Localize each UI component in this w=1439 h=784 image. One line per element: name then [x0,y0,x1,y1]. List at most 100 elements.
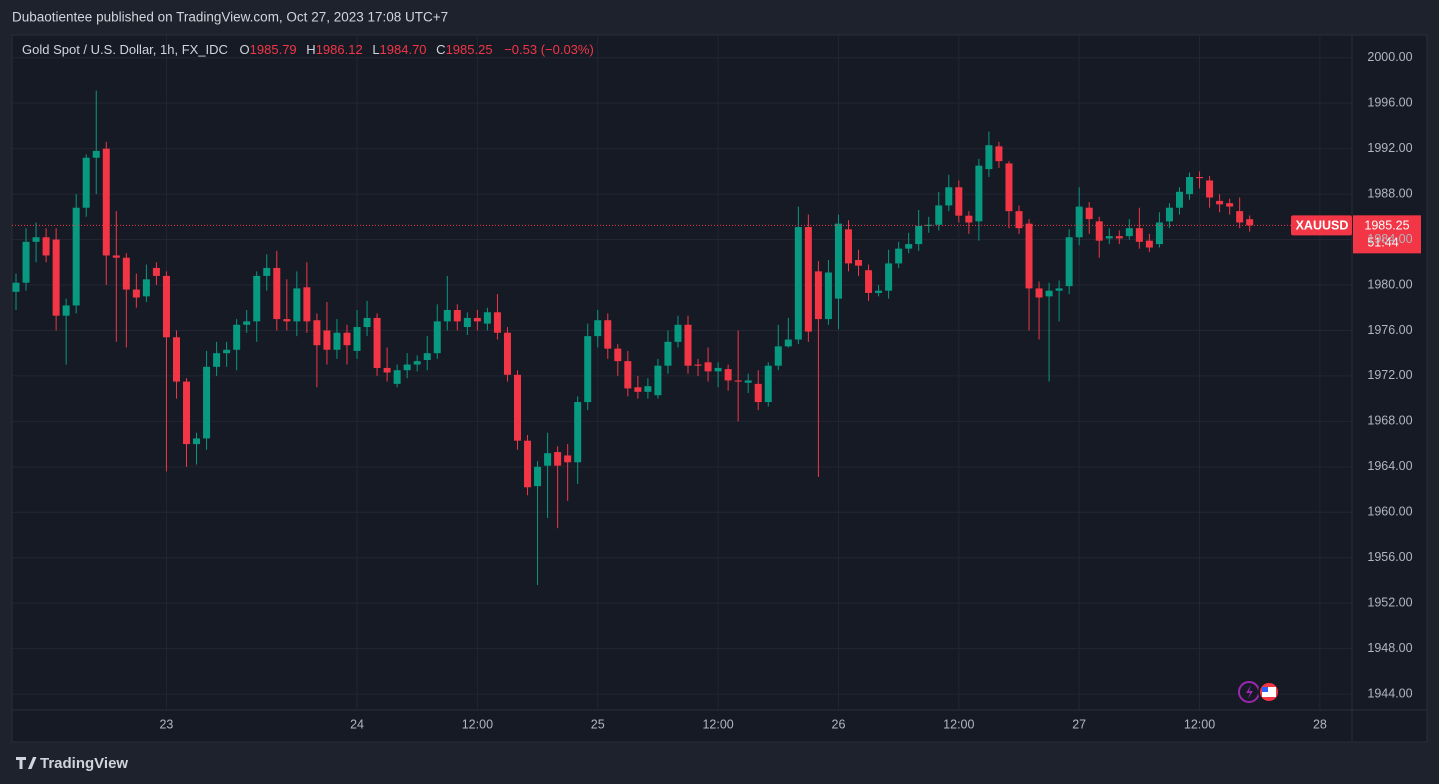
candle-body [744,380,752,383]
candle-body [423,353,431,360]
candle-body [142,279,150,297]
y-tick-label: 1964.00 [1367,459,1412,473]
candle-body [22,241,30,283]
candle-body [1075,206,1083,238]
candle-body [664,341,672,366]
candle-body [333,332,341,350]
y-tick-label: 1948.00 [1367,641,1412,655]
candle-body [453,310,461,322]
candle-body [915,225,923,245]
candle-body [935,205,943,225]
candle-body [995,146,1003,162]
candle-body [303,287,311,322]
candle-body [584,336,592,403]
candle-body [514,374,521,441]
candle-body [704,362,712,372]
y-tick-label: 1984.00 [1367,232,1412,246]
legend-l-label: L [372,42,379,57]
candle-body [654,365,662,396]
candle-body [955,187,963,216]
candle-body [152,267,160,276]
candle-body [293,288,301,322]
logo-mark [16,757,37,769]
brand: TradingView [40,755,128,772]
x-tick-label: 12:00 [1184,717,1215,731]
candle-body [383,367,391,373]
candle-body [203,366,211,439]
candle-body [644,386,652,392]
candle-body [1216,200,1224,205]
candle-body [1035,288,1043,298]
candle-body [443,310,451,322]
candle-body [263,267,271,276]
candle-body [875,290,883,293]
candle-body [1135,228,1143,242]
x-tick-label: 24 [350,717,364,731]
candle-body [102,148,110,256]
candle-body [283,319,291,322]
candle-body [754,383,762,403]
candle-body [403,364,411,371]
publisher-line: Dubaotientee published on TradingView.co… [12,10,448,25]
candle-body [694,364,702,366]
legend-c: 1985.25 [446,42,493,57]
candle-body [183,381,191,445]
candle-body [634,387,642,392]
candle-body [493,312,501,333]
candle-body [534,466,542,487]
candle-body [1065,237,1073,287]
y-tick-label: 1960.00 [1367,505,1412,519]
price-tag-countdown: 51:44 [1367,236,1398,250]
candle-body [12,282,20,292]
candle-body [855,260,863,266]
candle-body [233,324,241,350]
candle-body [323,330,331,350]
legend-c-label: C [436,42,445,57]
legend-symbol: Gold Spot / U.S. Dollar, 1h, FX_IDC [22,42,228,57]
legend-l: 1984.70 [380,42,427,57]
y-tick-label: 1996.00 [1367,95,1412,109]
candle-body [92,150,100,158]
candle-body [1155,222,1163,245]
y-tick-label: 1976.00 [1367,323,1412,337]
candle-body [503,332,511,375]
candle-body [774,346,782,366]
candle-body [1175,191,1183,208]
candle-body [975,165,983,222]
candle-body [925,224,933,226]
candle-body [1115,236,1123,239]
candle-body [1055,288,1063,291]
candle-body [363,317,371,328]
candle-body [433,321,441,354]
candle-body [1186,177,1194,195]
lightning-icon [1246,685,1253,699]
x-tick-label: 12:00 [943,717,974,731]
candle-body [393,370,401,384]
candle-body [895,248,903,264]
candle-body [62,305,70,316]
x-tick-label: 23 [159,717,173,731]
x-tick-label: 28 [1313,717,1327,731]
flag-canton [1262,687,1268,692]
candle-body [1025,223,1033,289]
candle-body [1015,211,1023,229]
candle-body [42,237,50,256]
legend-h-label: H [306,42,315,57]
chart-frame [11,34,1428,743]
candle-body [353,327,361,351]
candle-body [544,453,552,466]
candle-body [273,267,281,320]
candle-body [844,229,852,264]
candle-body [343,332,351,346]
candle-body [1246,219,1254,226]
candle-body [463,317,471,328]
overlay: XAUUSD 1985.25 51:44 [12,215,1421,254]
candle-body [1095,221,1103,241]
candle-body [905,244,913,249]
candle-body [554,452,562,466]
candle-body [1226,203,1234,207]
candle-body [1005,163,1013,212]
candle-body [72,207,80,306]
candle-body [253,275,261,322]
